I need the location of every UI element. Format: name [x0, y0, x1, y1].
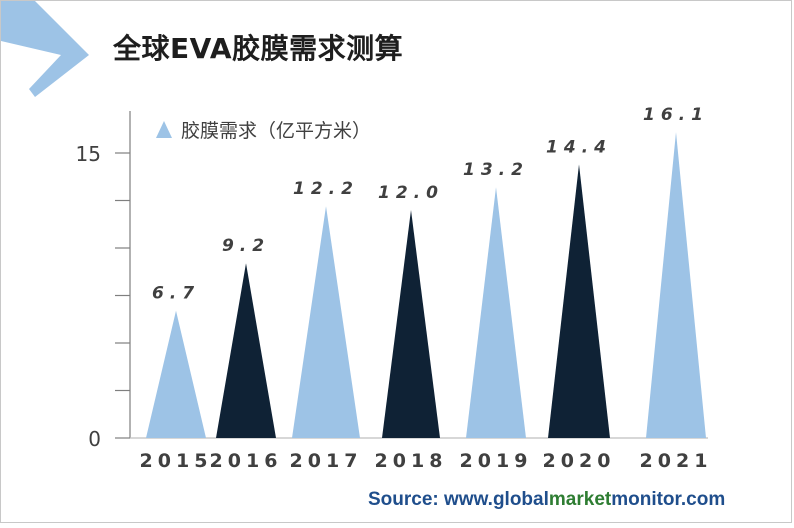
- bar-2015: [146, 310, 206, 438]
- y-tick-label: 0: [88, 427, 101, 451]
- data-label: 13.2: [463, 160, 529, 180]
- source-monitor: monitor: [611, 489, 681, 510]
- legend-marker: [156, 121, 172, 138]
- source-suffix: .com: [680, 489, 726, 510]
- bar-2017: [292, 206, 360, 438]
- data-label: 12.0: [378, 183, 444, 203]
- x-tick-label: 2018: [375, 450, 448, 472]
- y-tick-label: 15: [76, 142, 101, 166]
- source-market: market: [548, 489, 612, 510]
- x-tick-label: 2016: [210, 450, 283, 472]
- bar-2021: [646, 132, 706, 438]
- bar-2019: [466, 187, 526, 438]
- data-label: 6.7: [152, 284, 200, 304]
- data-label: 16.1: [643, 105, 709, 125]
- x-tick-label: 2017: [290, 450, 363, 472]
- legend-label: 胶膜需求（亿平方米）: [181, 120, 371, 142]
- x-tick-label: 2021: [640, 450, 713, 472]
- decorative-arrow-icon: [1, 1, 89, 97]
- data-label: 12.2: [293, 179, 359, 199]
- bar-2018: [382, 210, 440, 438]
- source-credit: Source: www.globalmarketmonitor.com: [368, 489, 725, 511]
- x-tick-label: 2020: [543, 450, 616, 472]
- source-global: global: [492, 489, 549, 510]
- x-tick-label: 2019: [460, 450, 533, 472]
- x-tick-label: 2015: [140, 450, 213, 472]
- data-label: 9.2: [222, 236, 270, 256]
- bar-2020: [548, 164, 610, 438]
- chart-title: 全球EVA胶膜需求测算: [113, 32, 404, 65]
- source-prefix: Source: www.: [368, 489, 493, 510]
- bar-2016: [216, 263, 276, 438]
- data-label: 14.4: [546, 137, 612, 157]
